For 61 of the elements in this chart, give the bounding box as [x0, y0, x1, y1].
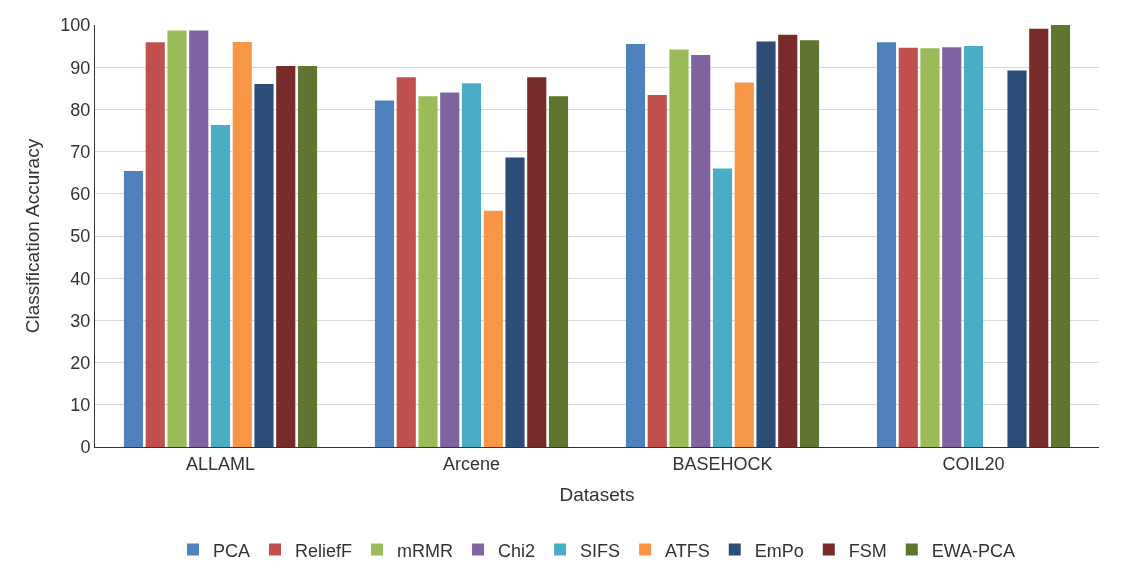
- x-axis-title: Datasets: [559, 484, 635, 506]
- y-tick-label: 30: [70, 310, 91, 331]
- bar: [505, 157, 525, 447]
- y-tick-label: 100: [60, 15, 91, 36]
- legend-label: ReliefF: [295, 540, 353, 561]
- bar: [647, 95, 667, 447]
- bar: [691, 54, 711, 447]
- legend-label: ATFS: [665, 540, 710, 561]
- x-tick-label: ALLAML: [185, 453, 256, 474]
- legend-label: EmPo: [754, 540, 804, 561]
- legend-label: SIFS: [580, 540, 621, 561]
- bar: [297, 65, 318, 447]
- bar: [210, 125, 231, 447]
- y-tick-label: 20: [70, 352, 91, 373]
- x-tick-label: BASEHOCK: [672, 453, 773, 474]
- bar: [778, 34, 798, 447]
- y-tick-label: 80: [70, 99, 91, 120]
- bar: [418, 96, 438, 447]
- bar: [396, 77, 416, 447]
- bar: [876, 42, 897, 447]
- y-tick-label: 40: [70, 268, 91, 289]
- bar: [712, 168, 733, 447]
- bar: [734, 82, 754, 447]
- bar: [374, 100, 395, 447]
- bar: [189, 30, 209, 447]
- bar: [799, 40, 820, 447]
- bar: [254, 84, 274, 447]
- legend-label: Chi2: [498, 540, 536, 561]
- bar: [548, 96, 569, 447]
- x-tick-label: COIL20: [942, 453, 1005, 474]
- legend-label: EWA-PCA: [931, 540, 1016, 561]
- bar: [920, 48, 940, 447]
- bar: [276, 65, 296, 447]
- bar: [963, 46, 984, 447]
- bar: [461, 83, 482, 447]
- x-tick-label: Arcene: [442, 453, 501, 474]
- bar: [483, 210, 503, 447]
- y-tick-label: 90: [70, 57, 91, 78]
- bar: [669, 49, 689, 447]
- legend-label: PCA: [213, 540, 251, 561]
- bar: [527, 77, 547, 447]
- legend-label: mRMR: [397, 540, 454, 561]
- y-tick-label: 10: [70, 395, 91, 416]
- bar: [942, 47, 962, 447]
- y-tick-label: 50: [70, 226, 91, 247]
- legend-label: FSM: [848, 540, 887, 561]
- bar: [232, 41, 252, 447]
- y-tick-label: 60: [70, 184, 91, 205]
- bar: [756, 41, 776, 447]
- y-tick-label: 70: [70, 141, 91, 162]
- bar: [625, 43, 646, 447]
- bar: [145, 42, 165, 447]
- y-tick-label: 0: [80, 437, 91, 458]
- bar: [440, 92, 460, 447]
- bar: [1050, 25, 1071, 447]
- bar: [898, 47, 918, 447]
- bar: [167, 30, 187, 447]
- bar: [1007, 70, 1027, 447]
- bar: [1029, 28, 1049, 447]
- y-axis-title: Classification Accuracy: [22, 138, 44, 334]
- bar: [123, 171, 144, 447]
